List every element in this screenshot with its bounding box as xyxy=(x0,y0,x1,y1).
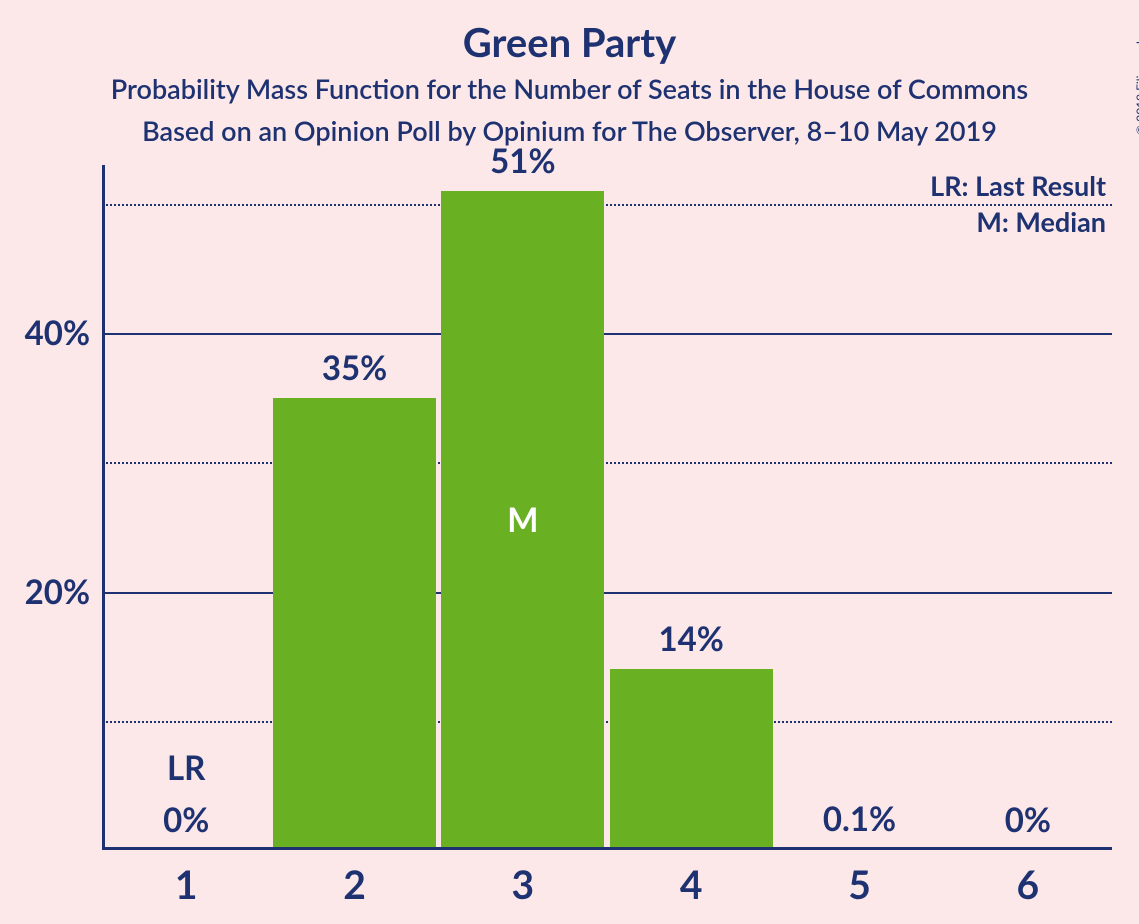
x-tick-label: 1 xyxy=(175,862,198,908)
x-axis xyxy=(102,847,1112,850)
bar xyxy=(610,669,773,850)
y-tick-label: 40% xyxy=(25,313,102,353)
legend-median: M: Median xyxy=(976,205,1106,238)
x-tick-label: 3 xyxy=(512,862,535,908)
x-tick-label: 5 xyxy=(848,862,871,908)
gridline-minor xyxy=(102,462,1112,464)
x-tick-label: 6 xyxy=(1017,862,1040,908)
chart-subtitle-1: Probability Mass Function for the Number… xyxy=(0,72,1139,105)
chart-title: Green Party xyxy=(0,18,1139,66)
x-tick-label: 2 xyxy=(343,862,366,908)
gridline-major xyxy=(102,592,1112,594)
median-marker: M xyxy=(507,500,538,540)
y-tick-label: 20% xyxy=(25,572,102,612)
bar-value-label: 14% xyxy=(658,619,723,659)
last-result-marker: LR xyxy=(167,748,205,788)
gridline-minor xyxy=(102,204,1112,206)
x-tick-label: 4 xyxy=(680,862,703,908)
bar-value-label: 51% xyxy=(490,141,555,181)
y-axis xyxy=(102,165,105,850)
copyright-text: © 2019 Filip van Laenen xyxy=(1133,6,1139,135)
bar-value-label: 35% xyxy=(322,348,387,388)
gridline-minor xyxy=(102,721,1112,723)
chart-plot-area: 20%40%0%LR135%2M51%314%40.1%50%6LR: Last… xyxy=(102,165,1112,850)
bar xyxy=(273,398,436,850)
chart-subtitle-2: Based on an Opinion Poll by Opinium for … xyxy=(0,114,1139,147)
bar-value-label: 0% xyxy=(1005,800,1051,840)
bar-value-label: 0% xyxy=(163,800,209,840)
bar-value-label: 0.1% xyxy=(823,799,896,839)
gridline-major xyxy=(102,333,1112,335)
legend-last-result: LR: Last Result xyxy=(930,169,1106,202)
